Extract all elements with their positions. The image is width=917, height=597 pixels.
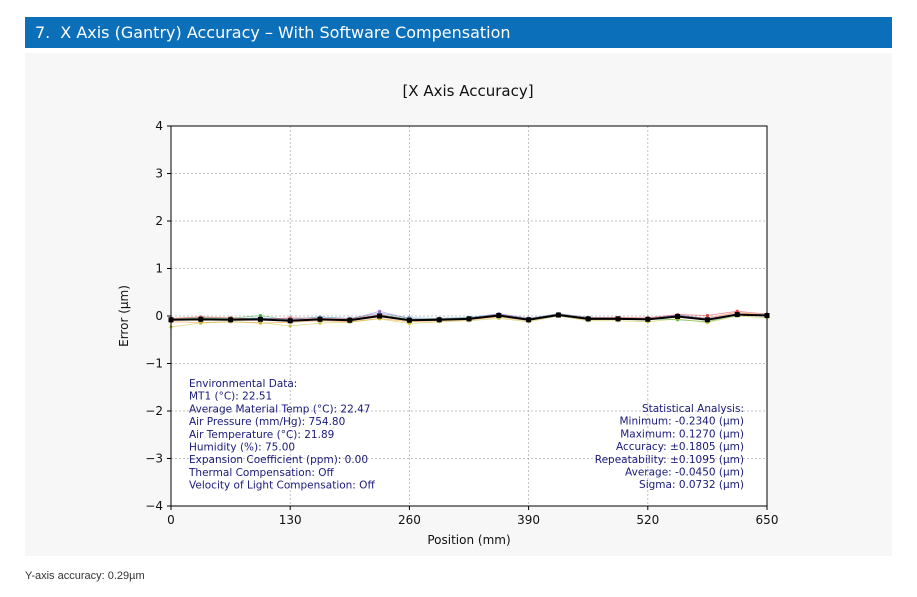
data-point: [287, 318, 293, 324]
data-point: [466, 316, 472, 322]
data-point: [704, 317, 710, 323]
data-point: [496, 313, 502, 319]
y-axis-label: Error (µm): [117, 285, 131, 347]
data-point: [406, 317, 412, 323]
data-point: [555, 312, 561, 318]
y-tick-label: −4: [145, 499, 163, 513]
y-tick-label: −3: [145, 452, 163, 466]
x-tick-label: 650: [756, 513, 779, 527]
x-tick-label: 130: [279, 513, 302, 527]
data-point: [734, 312, 740, 318]
section-header: 7. X Axis (Gantry) Accuracy – With Softwa…: [25, 17, 892, 48]
data-point: [615, 316, 621, 322]
footer-note: Y-axis accuracy: 0.29µm: [25, 570, 145, 582]
x-tick-label: 260: [398, 513, 421, 527]
data-point: [258, 321, 262, 325]
data-point: [377, 313, 383, 319]
environment-annotation-line: Air Pressure (mm/Hg): 754.80: [189, 416, 345, 428]
data-point: [436, 317, 442, 323]
data-point: [378, 309, 382, 313]
data-point: [645, 316, 651, 322]
data-point: [258, 313, 262, 318]
statistics-annotation-line: Accuracy: ±0.1805 (µm): [616, 441, 744, 453]
y-tick-label: 4: [155, 119, 163, 133]
data-point: [317, 316, 323, 322]
x-axis-label: Position (mm): [427, 533, 510, 547]
data-point: [318, 321, 322, 325]
data-point: [675, 313, 681, 319]
section-title: X Axis (Gantry) Accuracy – With Software…: [60, 23, 511, 42]
annotations: Environmental Data:MT1 (°C): 22.51Averag…: [188, 378, 744, 492]
y-tick-label: 0: [155, 309, 163, 323]
environment-annotation-line: Environmental Data:: [189, 378, 297, 390]
y-tick-label: −1: [145, 357, 163, 371]
x-tick-label: 520: [636, 513, 659, 527]
accuracy-chart: [X Axis Accuracy] 0 130 260 390 520 650−4−3−2…: [117, 82, 778, 547]
section-number: 7.: [35, 23, 51, 42]
statistics-annotation-line: Maximum: 0.1270 (µm): [620, 428, 744, 440]
environment-annotation-line: Velocity of Light Compensation: Off: [189, 480, 375, 492]
y-tick-label: 1: [155, 262, 163, 276]
environment-annotation-line: Air Temperature (°C): 21.89: [189, 429, 334, 441]
environment-annotation-line: Humidity (%): 75.00: [189, 442, 295, 454]
statistics-annotation-line: Minimum: -0.2340 (µm): [619, 416, 744, 428]
statistics-annotation-line: Repeatability: ±0.1095 (µm): [595, 454, 744, 466]
data-point: [228, 317, 234, 323]
y-tick-label: 2: [155, 214, 163, 228]
data-point: [526, 317, 532, 323]
data-point: [407, 322, 411, 326]
environment-annotation-line: Average Material Temp (°C): 22.47: [189, 403, 370, 415]
chart-title: [X Axis Accuracy]: [402, 82, 533, 100]
y-tick-label: −2: [145, 404, 163, 418]
data-point: [199, 321, 203, 325]
data-point: [705, 313, 710, 318]
environment-annotation-line: Thermal Compensation: Off: [188, 467, 334, 479]
x-tick-label: 390: [517, 513, 540, 527]
environment-annotation-line: Expansion Coefficient (ppm): 0.00: [189, 454, 368, 466]
data-point: [347, 317, 353, 323]
axis-ticks: 0 130 260 390 520 650 −4 −3 −2 −1 0 1 2 3 4: [145, 119, 778, 527]
data-point: [257, 316, 263, 322]
statistics-annotation-line: Statistical Analysis:: [642, 403, 744, 415]
environment-annotation-line: MT1 (°C): 22.51: [189, 391, 272, 403]
y-tick-label: 3: [155, 167, 163, 181]
data-point: [585, 316, 591, 322]
data-point: [288, 324, 292, 328]
statistics-annotation-line: Average: -0.0450 (µm): [625, 467, 744, 479]
data-point: [198, 316, 204, 322]
chart-panel: [X Axis Accuracy] 0 130 260 390 520 650 −4 −3 −2…: [25, 53, 892, 556]
x-tick-label: 0: [167, 513, 175, 527]
statistics-annotation-line: Sigma: 0.0732 (µm): [639, 479, 744, 491]
